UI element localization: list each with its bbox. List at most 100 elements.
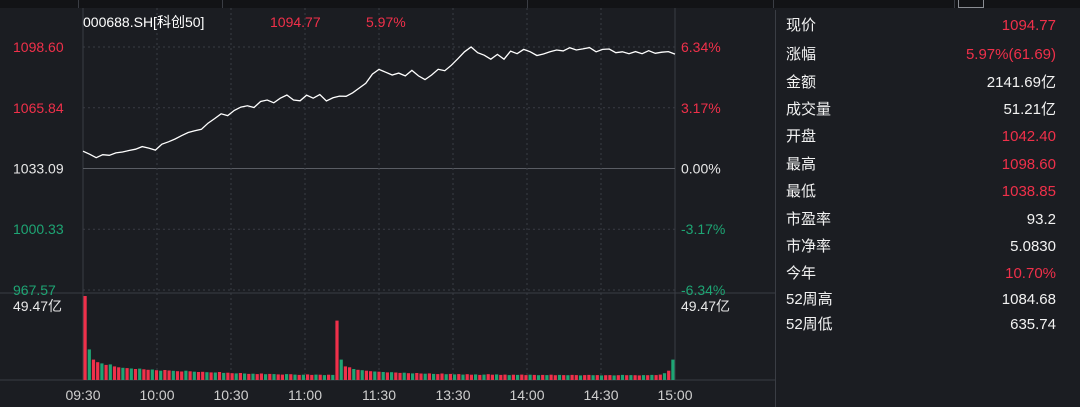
volume-bar <box>322 375 326 380</box>
quote-value: 2141.69亿 <box>986 74 1056 91</box>
volume-bar <box>373 371 377 380</box>
volume-bar <box>259 373 263 380</box>
quote-value: 1038.85 <box>1001 183 1056 200</box>
volume-bar <box>339 359 343 380</box>
price-line <box>82 46 676 159</box>
volume-max-label-right: 49.47亿 <box>681 298 731 314</box>
volume-bar <box>238 373 242 380</box>
volume-bar <box>411 373 415 380</box>
quote-row-ytd: 今年 10.70% <box>776 262 1080 286</box>
volume-bar <box>402 372 406 380</box>
volume-bar <box>301 374 305 380</box>
volume-bar <box>112 366 117 380</box>
volume-bar <box>394 372 398 380</box>
volume-bar <box>448 373 452 380</box>
window-toggle-button[interactable] <box>958 0 984 8</box>
volume-bar <box>646 375 650 380</box>
volume-bar <box>276 374 280 380</box>
volume-bar <box>243 373 247 380</box>
volume-bar <box>285 374 289 380</box>
volume-bar <box>171 370 175 380</box>
volume-bar <box>520 374 524 380</box>
volume-bar <box>625 375 629 380</box>
volume-bar <box>591 375 595 380</box>
quote-value: 1084.68 <box>1001 291 1056 308</box>
quote-row-volume: 成交量 51.21亿 <box>776 98 1080 122</box>
volume-bar <box>163 370 167 380</box>
volume-bar <box>310 374 314 380</box>
volume-bar <box>268 373 272 380</box>
intraday-chart[interactable]: 1098.60 6.34% 1065.84 3.17% 1033.09 0.00% 1000… <box>0 0 775 407</box>
pct-tick-label: -3.17% <box>681 221 725 237</box>
top-tab-2[interactable] <box>79 0 223 8</box>
volume-bar <box>532 374 536 380</box>
volume-bar <box>495 374 499 380</box>
volume-bar <box>390 372 394 380</box>
volume-bar <box>209 372 213 380</box>
volume-bar <box>108 364 112 380</box>
volume-bar <box>499 374 503 380</box>
volume-bar <box>415 373 419 380</box>
volume-bar <box>381 372 385 380</box>
volume-bar <box>314 374 318 380</box>
x-tick-label: 11:00 <box>288 387 322 403</box>
volume-bar <box>306 374 310 380</box>
volume-bar <box>125 368 129 380</box>
volume-bar <box>100 363 104 380</box>
volume-bar <box>667 370 671 380</box>
volume-bar <box>658 374 662 380</box>
volume-bar <box>490 374 494 380</box>
volume-bar <box>465 374 469 380</box>
volume-bar <box>352 369 356 380</box>
index-price: 1094.77 <box>270 14 321 30</box>
volume-bar <box>213 372 217 380</box>
quote-value: 5.0830 <box>1010 238 1056 255</box>
y-tick-label: 967.57 <box>13 282 56 298</box>
volume-bar <box>587 374 591 380</box>
volume-bar <box>595 375 599 380</box>
quote-key: 最低 <box>786 183 817 200</box>
volume-bar <box>255 374 259 380</box>
volume-bar <box>96 362 100 380</box>
volume-bar <box>327 374 331 380</box>
volume-bar <box>247 373 251 380</box>
volume-bar <box>612 375 616 380</box>
quote-key: 市盈率 <box>786 211 832 228</box>
quote-key: 开盘 <box>786 128 817 145</box>
quote-row-high: 最高 1098.60 <box>776 153 1080 177</box>
quote-key: 最高 <box>786 156 817 173</box>
volume-bar <box>503 374 507 380</box>
volume-bar <box>226 372 230 380</box>
x-tick-label: 09:30 <box>65 387 100 403</box>
volume-bar <box>453 374 457 380</box>
quote-row-open: 开盘 1042.40 <box>776 125 1080 149</box>
volume-bar <box>662 373 667 380</box>
quote-row-amount: 金额 2141.69亿 <box>776 71 1080 95</box>
x-tick-label: 14:00 <box>509 387 544 403</box>
volume-bar <box>604 375 608 380</box>
top-tab-4[interactable] <box>528 0 774 8</box>
volume-bar <box>142 369 146 380</box>
volume-bar <box>175 371 180 380</box>
quote-value: 93.2 <box>1026 211 1056 228</box>
volume-bar <box>557 374 562 380</box>
top-tab-5[interactable] <box>774 0 955 8</box>
volume-bar <box>335 320 339 380</box>
volume-bar <box>150 369 154 380</box>
quote-row-low: 最低 1038.85 <box>776 180 1080 204</box>
top-tab-1[interactable] <box>0 0 79 8</box>
top-tab-3[interactable] <box>223 0 528 8</box>
volume-bar <box>507 375 511 380</box>
volume-bar <box>545 375 549 380</box>
volume-bar <box>280 374 284 380</box>
quote-row-pb: 市净率 5.0830 <box>776 235 1080 259</box>
quote-value: 10.70% <box>1005 265 1056 282</box>
volume-bar <box>516 374 520 380</box>
volume-bar <box>318 374 322 380</box>
quote-row-pe: 市盈率 93.2 <box>776 208 1080 232</box>
x-tick-label: 10:00 <box>139 387 174 403</box>
volume-bar <box>620 374 625 380</box>
volume-max-label-left: 49.47亿 <box>13 298 63 314</box>
pct-tick-label: -6.34% <box>681 282 725 298</box>
volume-bar <box>104 364 108 380</box>
